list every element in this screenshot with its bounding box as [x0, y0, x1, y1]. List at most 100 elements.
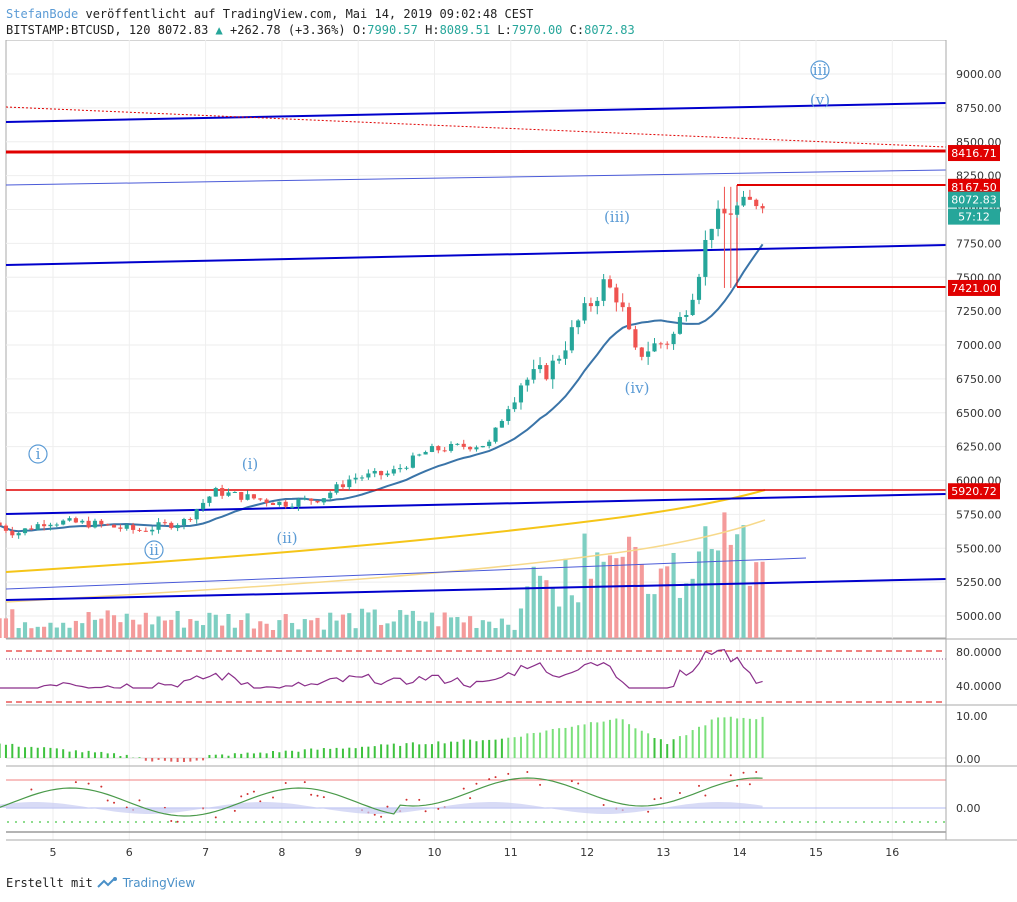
price-tag-label: 8416.71 — [951, 147, 997, 160]
osc-dot — [570, 780, 573, 783]
osc-band-dot — [175, 821, 177, 823]
candle-body — [684, 314, 689, 317]
chart-canvas[interactable]: ⅲ(v)(iii)(iv)ⅰ(i)ⅱ(ii) 9000.008750.00850… — [0, 40, 1017, 872]
volume-bar — [99, 618, 104, 638]
time-tick-label: 9 — [355, 846, 362, 859]
candle-body — [270, 503, 276, 505]
macd-bar — [437, 741, 440, 758]
osc-dot — [653, 798, 656, 801]
volume-bar — [162, 620, 167, 638]
candle-body — [512, 402, 517, 410]
osc-band-dot — [639, 821, 641, 823]
candle-body — [639, 347, 644, 357]
macd-bar — [11, 743, 14, 758]
macd-bar — [246, 752, 249, 758]
candle-body — [582, 303, 587, 321]
osc-dot — [246, 792, 249, 795]
macd-bar — [316, 749, 319, 758]
publish-info: veröffentlicht auf TradingView.com, Mai … — [85, 7, 534, 21]
osc-band-dot — [479, 821, 481, 823]
osc-band-dot — [351, 821, 353, 823]
osc-band-dot — [23, 821, 25, 823]
price-tick-label: 5500.00 — [956, 542, 1002, 555]
macd-bar — [310, 748, 313, 758]
volume-bar — [537, 575, 543, 638]
volume-bar — [607, 555, 613, 638]
time-axis[interactable]: 5 6 7 8 9 10 11 12 13 14 15 16 — [50, 846, 900, 859]
volume-bar — [239, 620, 244, 638]
volume-bar — [518, 608, 524, 638]
candle-body — [646, 351, 651, 357]
macd-bar — [424, 744, 427, 758]
volume-bar — [716, 550, 721, 638]
macd-bar — [36, 747, 39, 758]
macd-bar — [532, 733, 535, 758]
volume-bar — [563, 558, 568, 638]
macd-bar — [551, 728, 554, 758]
candle-body — [80, 520, 85, 523]
volume-bar — [379, 624, 384, 638]
osc-dot — [87, 782, 90, 785]
tradingview-brand[interactable]: TradingView — [122, 876, 196, 890]
macd-bar — [341, 748, 344, 758]
candle-body — [671, 333, 676, 345]
candle-body — [379, 470, 384, 476]
osc-dot — [176, 820, 179, 823]
macd-bar — [488, 739, 491, 758]
macd-bar — [615, 718, 618, 758]
wave-label: (iii) — [604, 208, 630, 226]
osc-band-dot — [455, 821, 457, 823]
time-tick-label: 7 — [202, 846, 209, 859]
osc-dot — [240, 795, 243, 798]
osc-band-dot — [935, 821, 937, 823]
volume-bar — [677, 597, 682, 638]
macd-bar — [392, 743, 395, 758]
author-name[interactable]: StefanBode — [6, 7, 79, 21]
osc-dot — [469, 797, 472, 800]
created-with-label: Erstellt mit — [6, 876, 93, 890]
volume-bar — [42, 626, 47, 638]
volume-bar — [35, 626, 40, 638]
osc-band-dot — [103, 821, 105, 823]
osc-dot — [405, 798, 408, 801]
trend-lines — [0, 102, 947, 603]
osc-band-dot — [511, 821, 513, 823]
osc-dot — [494, 776, 497, 779]
candle-body — [722, 208, 727, 214]
macd-bar — [640, 730, 643, 758]
candle-body — [518, 385, 524, 403]
macd-bar — [481, 740, 484, 758]
osc-band-dot — [751, 821, 753, 823]
volume-bar — [321, 629, 326, 638]
osc-dot — [526, 771, 529, 774]
osc-dot — [736, 784, 739, 787]
macd-bar — [322, 748, 325, 758]
time-tick-label: 11 — [504, 846, 518, 859]
osc-band-dot — [503, 821, 505, 823]
osc-band-dot — [647, 821, 649, 823]
macd-bar — [608, 719, 611, 758]
osc-band-dot — [71, 821, 73, 823]
osc-band-dot — [55, 821, 57, 823]
osc-band-dot — [319, 821, 321, 823]
volume-bar — [696, 551, 702, 638]
osc-dot — [373, 813, 376, 816]
macd-bar — [259, 752, 262, 758]
volume-bar — [735, 534, 740, 638]
time-tick-label: 15 — [809, 846, 823, 859]
macd-bar — [666, 744, 669, 758]
low-value: 7970.00 — [511, 23, 563, 37]
price-tick-label: 5750.00 — [956, 508, 1002, 521]
macd-bar — [49, 747, 52, 758]
macd-bar — [87, 750, 90, 758]
osc-dot — [755, 771, 758, 774]
osc-band-dot — [551, 821, 553, 823]
osc-dot — [602, 803, 605, 806]
volume-bar — [671, 552, 676, 638]
volume-bar — [658, 568, 663, 638]
macd-tick-label: 10.00 — [956, 710, 988, 723]
volume-bar — [124, 613, 129, 638]
candle-body — [658, 343, 663, 345]
candle-body — [391, 469, 396, 474]
osc-dot — [424, 810, 427, 813]
